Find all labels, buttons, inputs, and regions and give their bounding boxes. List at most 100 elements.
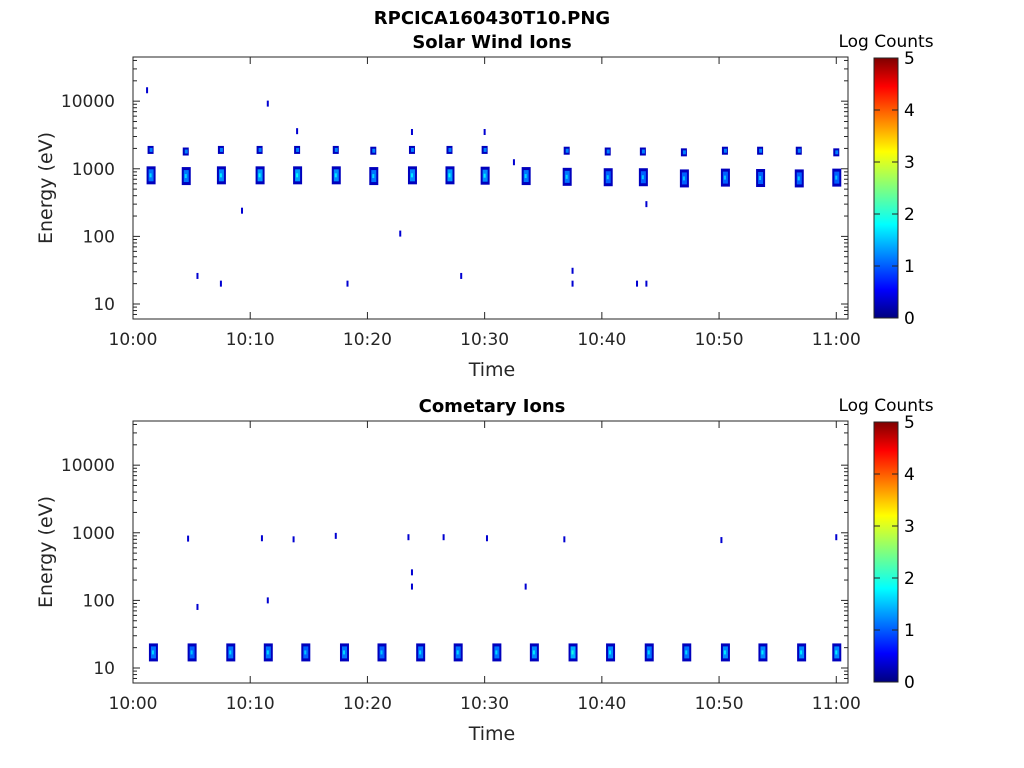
cell-core: [797, 148, 801, 153]
heatmap-cluster: [603, 168, 613, 187]
heatmap-cluster: [453, 643, 463, 662]
heatmap-cluster-upper: [217, 145, 224, 154]
colorbar-tick-label: 2: [904, 569, 915, 589]
x-tick-label: 10:30: [460, 694, 509, 714]
heatmap-cluster-upper: [833, 148, 840, 157]
heatmap-cluster: [416, 643, 426, 662]
heatmap-cluster: [148, 643, 158, 662]
heatmap-point: [563, 536, 566, 543]
heatmap-cluster: [756, 169, 766, 188]
heatmap-cluster-upper: [639, 147, 646, 156]
cell-peak: [304, 650, 307, 655]
heatmap-cluster: [832, 168, 842, 187]
cell-peak: [835, 175, 838, 180]
cell-peak: [641, 175, 644, 180]
heatmap-cluster-upper: [370, 146, 377, 155]
heatmap-cluster: [529, 643, 539, 662]
colorbar-solar-wind: [873, 57, 899, 319]
heatmap-cluster: [480, 166, 490, 185]
heatmap-cluster-upper: [332, 145, 339, 154]
heatmap-point: [346, 280, 349, 287]
y-tick-label: 10: [93, 659, 115, 679]
heatmap-point: [442, 534, 445, 541]
colorbar-tick-label: 4: [904, 465, 915, 485]
cell-peak: [565, 174, 568, 179]
cell-peak: [609, 650, 612, 655]
cell-peak: [524, 174, 527, 179]
cell-peak: [532, 650, 535, 655]
panel-title-solar-wind: Solar Wind Ions: [412, 32, 571, 53]
cell-core: [641, 149, 645, 154]
axis-ticks-solar-wind: 10:00 10:10 10:20 10:30 10:40 10:50 11:00 10 100…: [61, 57, 861, 350]
heatmap-cluster-upper: [256, 145, 263, 154]
y-axis-label-solar-wind: Energy (eV): [35, 132, 57, 244]
cell-peak: [190, 650, 193, 655]
heatmap-cluster: [369, 167, 379, 186]
solar-wind-panel: Solar Wind Ions 10:00 10:10 10:20 10:30 10:4…: [35, 32, 934, 381]
cell-core: [565, 148, 569, 153]
heatmap-cluster: [568, 643, 578, 662]
colorbar-cometary: [873, 421, 899, 683]
cell-core: [258, 147, 262, 152]
heatmap-point: [407, 534, 410, 541]
heatmap-cluster: [226, 643, 236, 662]
heatmap-cluster-upper: [680, 148, 687, 157]
heatmap-point: [296, 128, 299, 135]
heatmap-cluster: [682, 643, 692, 662]
heatmap-point: [292, 536, 295, 543]
y-tick-label: 10: [93, 295, 115, 315]
cell-peak: [372, 174, 375, 179]
cell-core: [448, 147, 452, 152]
colorbar-tick-label: 1: [904, 257, 915, 277]
heatmap-cluster: [644, 643, 654, 662]
cell-peak: [723, 175, 726, 180]
cell-peak: [456, 650, 459, 655]
y-tick-label: 10000: [61, 456, 115, 476]
cell-core: [835, 150, 839, 155]
colorbar-ticks-solar-wind: 0 1 2 3 4 5: [874, 49, 915, 329]
cell-core: [759, 148, 763, 153]
colorbar-tick-label: 5: [904, 49, 915, 69]
heatmap-cluster: [301, 643, 311, 662]
x-tick-label: 11:00: [812, 330, 861, 350]
heatmap-cluster-upper: [481, 145, 488, 154]
cell-core: [219, 147, 223, 152]
colorbar-tick-label: 0: [904, 309, 915, 329]
colorbar-tick-label: 0: [904, 673, 915, 693]
cell-peak: [419, 650, 422, 655]
cell-peak: [342, 650, 345, 655]
heatmap-cluster: [679, 169, 689, 188]
heatmap-point: [196, 272, 199, 279]
colorbar-ticks-cometary: 0 1 2 3 4 5: [874, 413, 915, 693]
heatmap-point: [187, 535, 190, 542]
cell-core: [149, 147, 153, 152]
cell-peak: [495, 650, 498, 655]
heatmap-point: [645, 280, 648, 287]
colorbar-tick-label: 3: [904, 517, 915, 537]
heatmap-cluster-upper: [604, 147, 611, 156]
heatmap-cluster: [797, 643, 807, 662]
x-tick-label: 10:00: [109, 330, 158, 350]
cell-peak: [229, 650, 232, 655]
x-tick-label: 10:20: [343, 694, 392, 714]
x-axis-label-solar-wind: Time: [468, 359, 516, 381]
cell-core: [184, 149, 188, 154]
heatmap-point: [524, 583, 527, 590]
x-tick-label: 10:50: [695, 330, 744, 350]
x-axis-label-cometary: Time: [468, 723, 516, 745]
heatmap-cluster: [492, 643, 502, 662]
heatmap-cluster-upper: [757, 146, 764, 155]
heatmap-point: [636, 280, 639, 287]
heatmap-cluster: [758, 643, 768, 662]
heatmap-cells-solar-wind: [146, 87, 842, 287]
cell-peak: [483, 173, 486, 178]
heatmap-point: [266, 100, 269, 107]
heatmap-cluster: [216, 166, 226, 185]
heatmap-point: [720, 537, 723, 544]
heatmap-cluster-upper: [294, 145, 301, 154]
heatmap-cluster-upper: [408, 145, 415, 154]
heatmap-cluster: [331, 166, 341, 185]
heatmap-cluster: [377, 643, 387, 662]
heatmap-point: [334, 532, 337, 539]
